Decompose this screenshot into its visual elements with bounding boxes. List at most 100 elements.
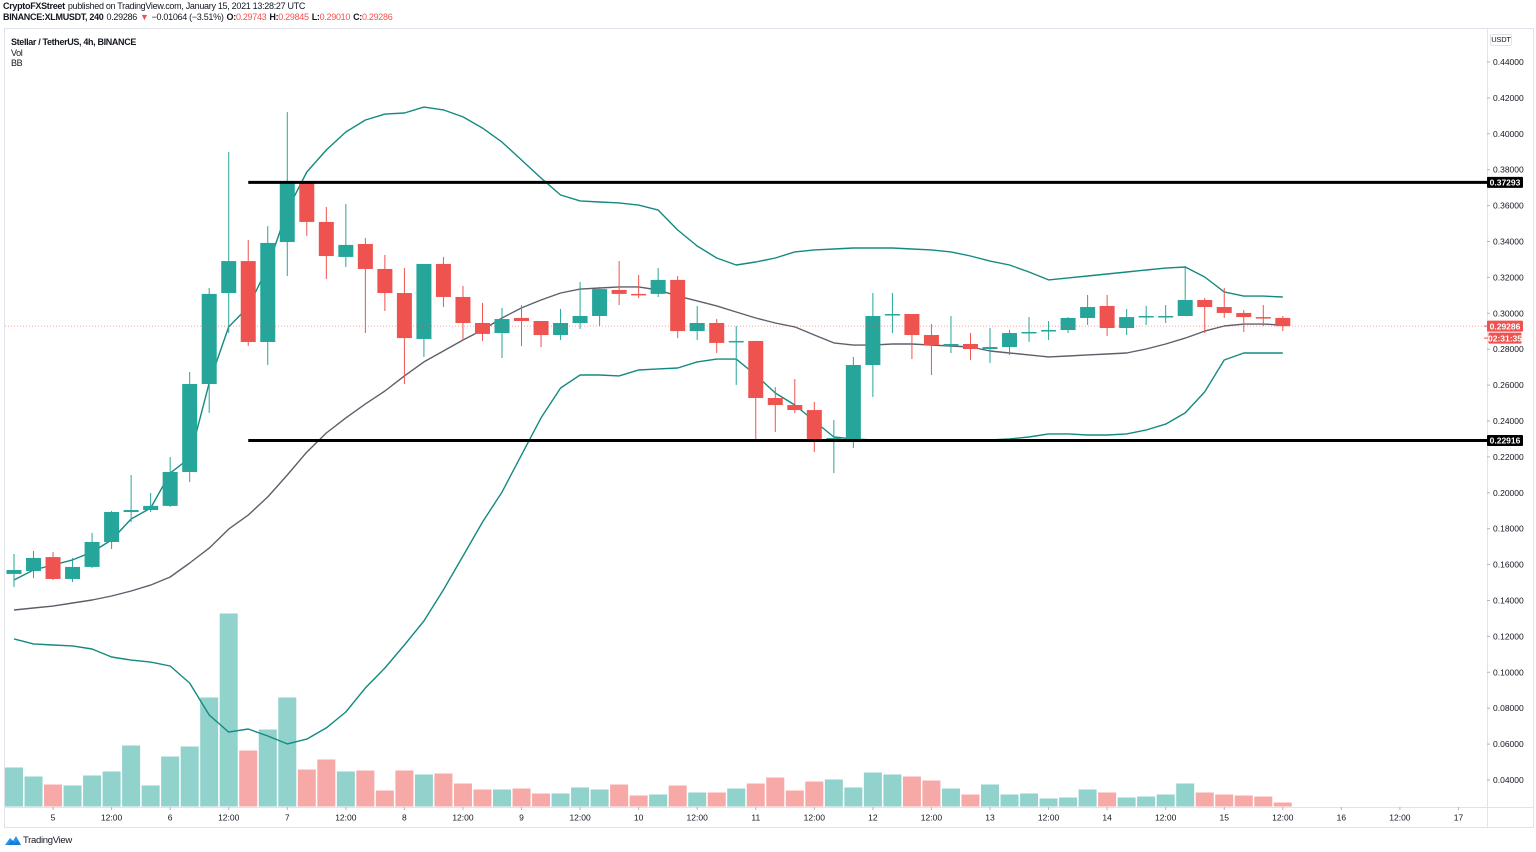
candle <box>357 237 373 334</box>
candle-body <box>1021 331 1037 334</box>
volume-bar <box>219 613 238 807</box>
candle-body <box>592 289 608 316</box>
volume-bar <box>63 785 82 807</box>
candle-body <box>474 322 490 334</box>
candle-body <box>1080 307 1096 318</box>
candle-body <box>1275 317 1291 327</box>
candle <box>143 492 159 513</box>
time-tick-label: 5 <box>51 813 56 823</box>
candle-body <box>1060 317 1076 330</box>
candle-body <box>982 347 998 350</box>
candle <box>1177 265 1193 316</box>
candle-body <box>1255 317 1271 319</box>
resistance-price-badge: 0.37293 <box>1484 176 1523 188</box>
volume-bar <box>317 759 336 807</box>
candlesticks <box>6 112 1291 588</box>
price-tick-label: 0.26000 <box>1493 380 1524 390</box>
volume-bar <box>1176 783 1195 807</box>
price-tick-label: 0.36000 <box>1493 201 1524 211</box>
volume-bar <box>610 784 629 807</box>
candle-body <box>533 321 549 336</box>
candle <box>162 457 178 507</box>
open-label: O: <box>226 12 237 22</box>
low-label: L: <box>311 12 320 22</box>
candle <box>514 305 530 346</box>
candle-body <box>65 566 81 579</box>
candle <box>553 308 569 341</box>
volume-bar <box>863 772 882 807</box>
candle <box>1119 308 1135 336</box>
time-tick-label: 8 <box>402 813 407 823</box>
candle <box>943 315 959 353</box>
volume-bar <box>1039 798 1058 807</box>
candle-body <box>260 242 276 343</box>
candle-body <box>26 557 42 572</box>
candle-body <box>201 293 217 385</box>
candle <box>923 324 939 376</box>
volume-bar <box>512 788 531 807</box>
volume-bar <box>746 783 765 807</box>
price-tick-label: 0.20000 <box>1493 488 1524 498</box>
candle-body <box>1119 317 1135 329</box>
time-tick-label: 12:00 <box>101 813 123 823</box>
candle-body <box>806 410 822 439</box>
volume-bar <box>766 777 785 807</box>
volume-bar <box>24 776 43 807</box>
candle-body <box>572 315 588 323</box>
candle-body <box>650 279 666 294</box>
volume-bar <box>532 793 551 807</box>
candle-body <box>748 340 764 399</box>
time-axis: 5 12:00 6 12:00 7 12:00 8 12:00 9 12:00 10 12:00 11 1… <box>51 807 1463 823</box>
candle <box>1080 294 1096 325</box>
candle <box>689 305 705 341</box>
candle <box>1138 305 1154 325</box>
volume-bar <box>473 789 492 807</box>
time-tick-label: 7 <box>285 813 290 823</box>
candle-body <box>1158 315 1174 318</box>
volume-bar <box>122 745 141 807</box>
candle-body <box>435 263 451 297</box>
symbol-label: BINANCE:XLMUSDT, 240 <box>3 12 104 22</box>
volume-bar <box>278 697 297 807</box>
candle <box>260 226 276 365</box>
candle <box>611 261 627 306</box>
volume-bar <box>1098 792 1117 807</box>
candle-body <box>494 319 510 334</box>
time-tick-label: 12:00 <box>218 813 240 823</box>
candle <box>435 256 451 308</box>
candle-body <box>318 221 334 257</box>
candle <box>474 303 490 341</box>
volume-bar <box>102 771 121 807</box>
volume-bar <box>356 770 375 807</box>
candle-body <box>143 505 159 511</box>
candle-body <box>104 512 120 542</box>
candle <box>826 419 842 474</box>
volume-bar <box>961 794 980 807</box>
candle <box>533 321 549 348</box>
tradingview-brand[interactable]: TradingView <box>5 833 72 847</box>
candle <box>806 401 822 453</box>
badge-box <box>1487 434 1523 446</box>
candle-body <box>1236 312 1252 318</box>
chart-legend: Stellar / TetherUS, 4h, BINANCE Vol BB <box>11 37 136 69</box>
author-link[interactable]: CryptoFXStreet <box>3 1 65 11</box>
candle-body <box>787 405 803 411</box>
candle-body <box>240 261 256 343</box>
last-price: 0.29286 <box>106 12 138 22</box>
candle <box>1236 310 1252 332</box>
candle <box>1255 305 1271 327</box>
price-tick-label: 0.10000 <box>1493 667 1524 677</box>
publish-text: published on TradingView.com, January 15… <box>67 1 306 11</box>
open-value: 0.29743 <box>235 12 267 22</box>
candle-body <box>416 263 432 339</box>
chart-frame <box>4 28 1534 828</box>
candle <box>962 333 978 360</box>
badge-box <box>1488 332 1522 344</box>
time-tick-label: 14 <box>1102 813 1112 823</box>
candle-body <box>299 182 315 222</box>
volume-bar <box>1137 796 1156 807</box>
currency-label: USDT <box>1490 34 1512 46</box>
price-tick-label: 0.14000 <box>1493 596 1524 606</box>
tradingview-logo-icon <box>5 835 21 845</box>
candle <box>728 326 744 385</box>
